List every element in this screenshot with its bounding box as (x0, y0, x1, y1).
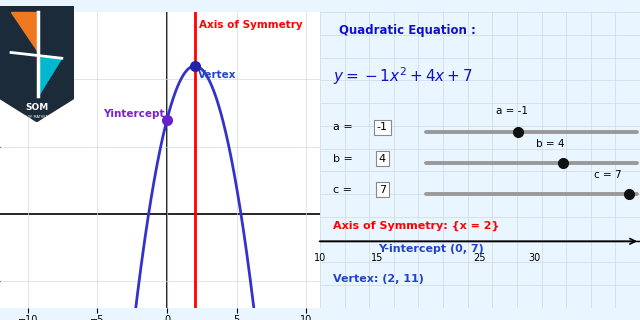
Text: Axis of Symmetry: Axis of Symmetry (199, 20, 303, 30)
Text: Yintercept: Yintercept (103, 109, 164, 119)
Text: 25: 25 (474, 253, 486, 263)
Text: 10: 10 (314, 253, 326, 263)
Polygon shape (11, 12, 38, 52)
Text: 4: 4 (379, 154, 386, 164)
Text: 15: 15 (371, 253, 384, 263)
Text: SOM: SOM (25, 103, 49, 112)
Text: Y-intercept (0, 7): Y-intercept (0, 7) (378, 244, 483, 254)
Text: Vertex: (2, 11): Vertex: (2, 11) (333, 274, 424, 284)
Text: Quadratic Equation :: Quadratic Equation : (339, 24, 476, 37)
Text: 7: 7 (379, 185, 386, 195)
Text: a =: a = (333, 123, 356, 132)
Text: b = 4: b = 4 (536, 139, 564, 149)
Text: Axis of Symmetry: {x = 2}: Axis of Symmetry: {x = 2} (333, 220, 499, 231)
Text: a = -1: a = -1 (496, 106, 528, 116)
Text: c = 7: c = 7 (594, 170, 622, 180)
Text: STUDY OF MATHEMATICS: STUDY OF MATHEMATICS (15, 115, 59, 119)
Polygon shape (38, 58, 62, 96)
Polygon shape (0, 6, 74, 122)
Text: Vertex: Vertex (198, 70, 237, 80)
Text: b =: b = (333, 154, 356, 164)
Text: 30: 30 (528, 253, 541, 263)
Text: -1: -1 (377, 123, 388, 132)
Text: $y = -1x^2 + 4x + 7$: $y = -1x^2 + 4x + 7$ (333, 65, 473, 87)
Text: c =: c = (333, 185, 355, 195)
